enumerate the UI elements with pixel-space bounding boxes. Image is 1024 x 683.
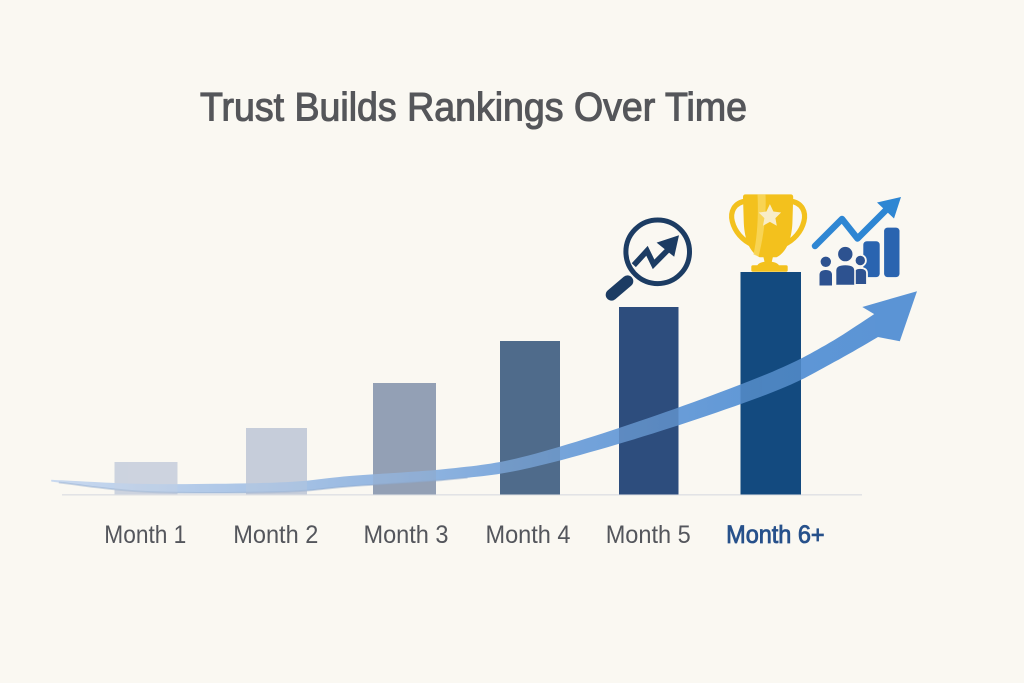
svg-text:Trust Builds Rankings Over Tim: Trust Builds Rankings Over Time (200, 86, 747, 130)
svg-text:Month 1: Month 1 (104, 522, 186, 549)
svg-text:Month 5: Month 5 (606, 522, 691, 549)
svg-text:Month 2: Month 2 (233, 522, 318, 549)
svg-text:Month 3: Month 3 (364, 522, 449, 549)
svg-text:Month 6+: Month 6+ (726, 522, 825, 549)
svg-text:Month 4: Month 4 (486, 522, 571, 549)
